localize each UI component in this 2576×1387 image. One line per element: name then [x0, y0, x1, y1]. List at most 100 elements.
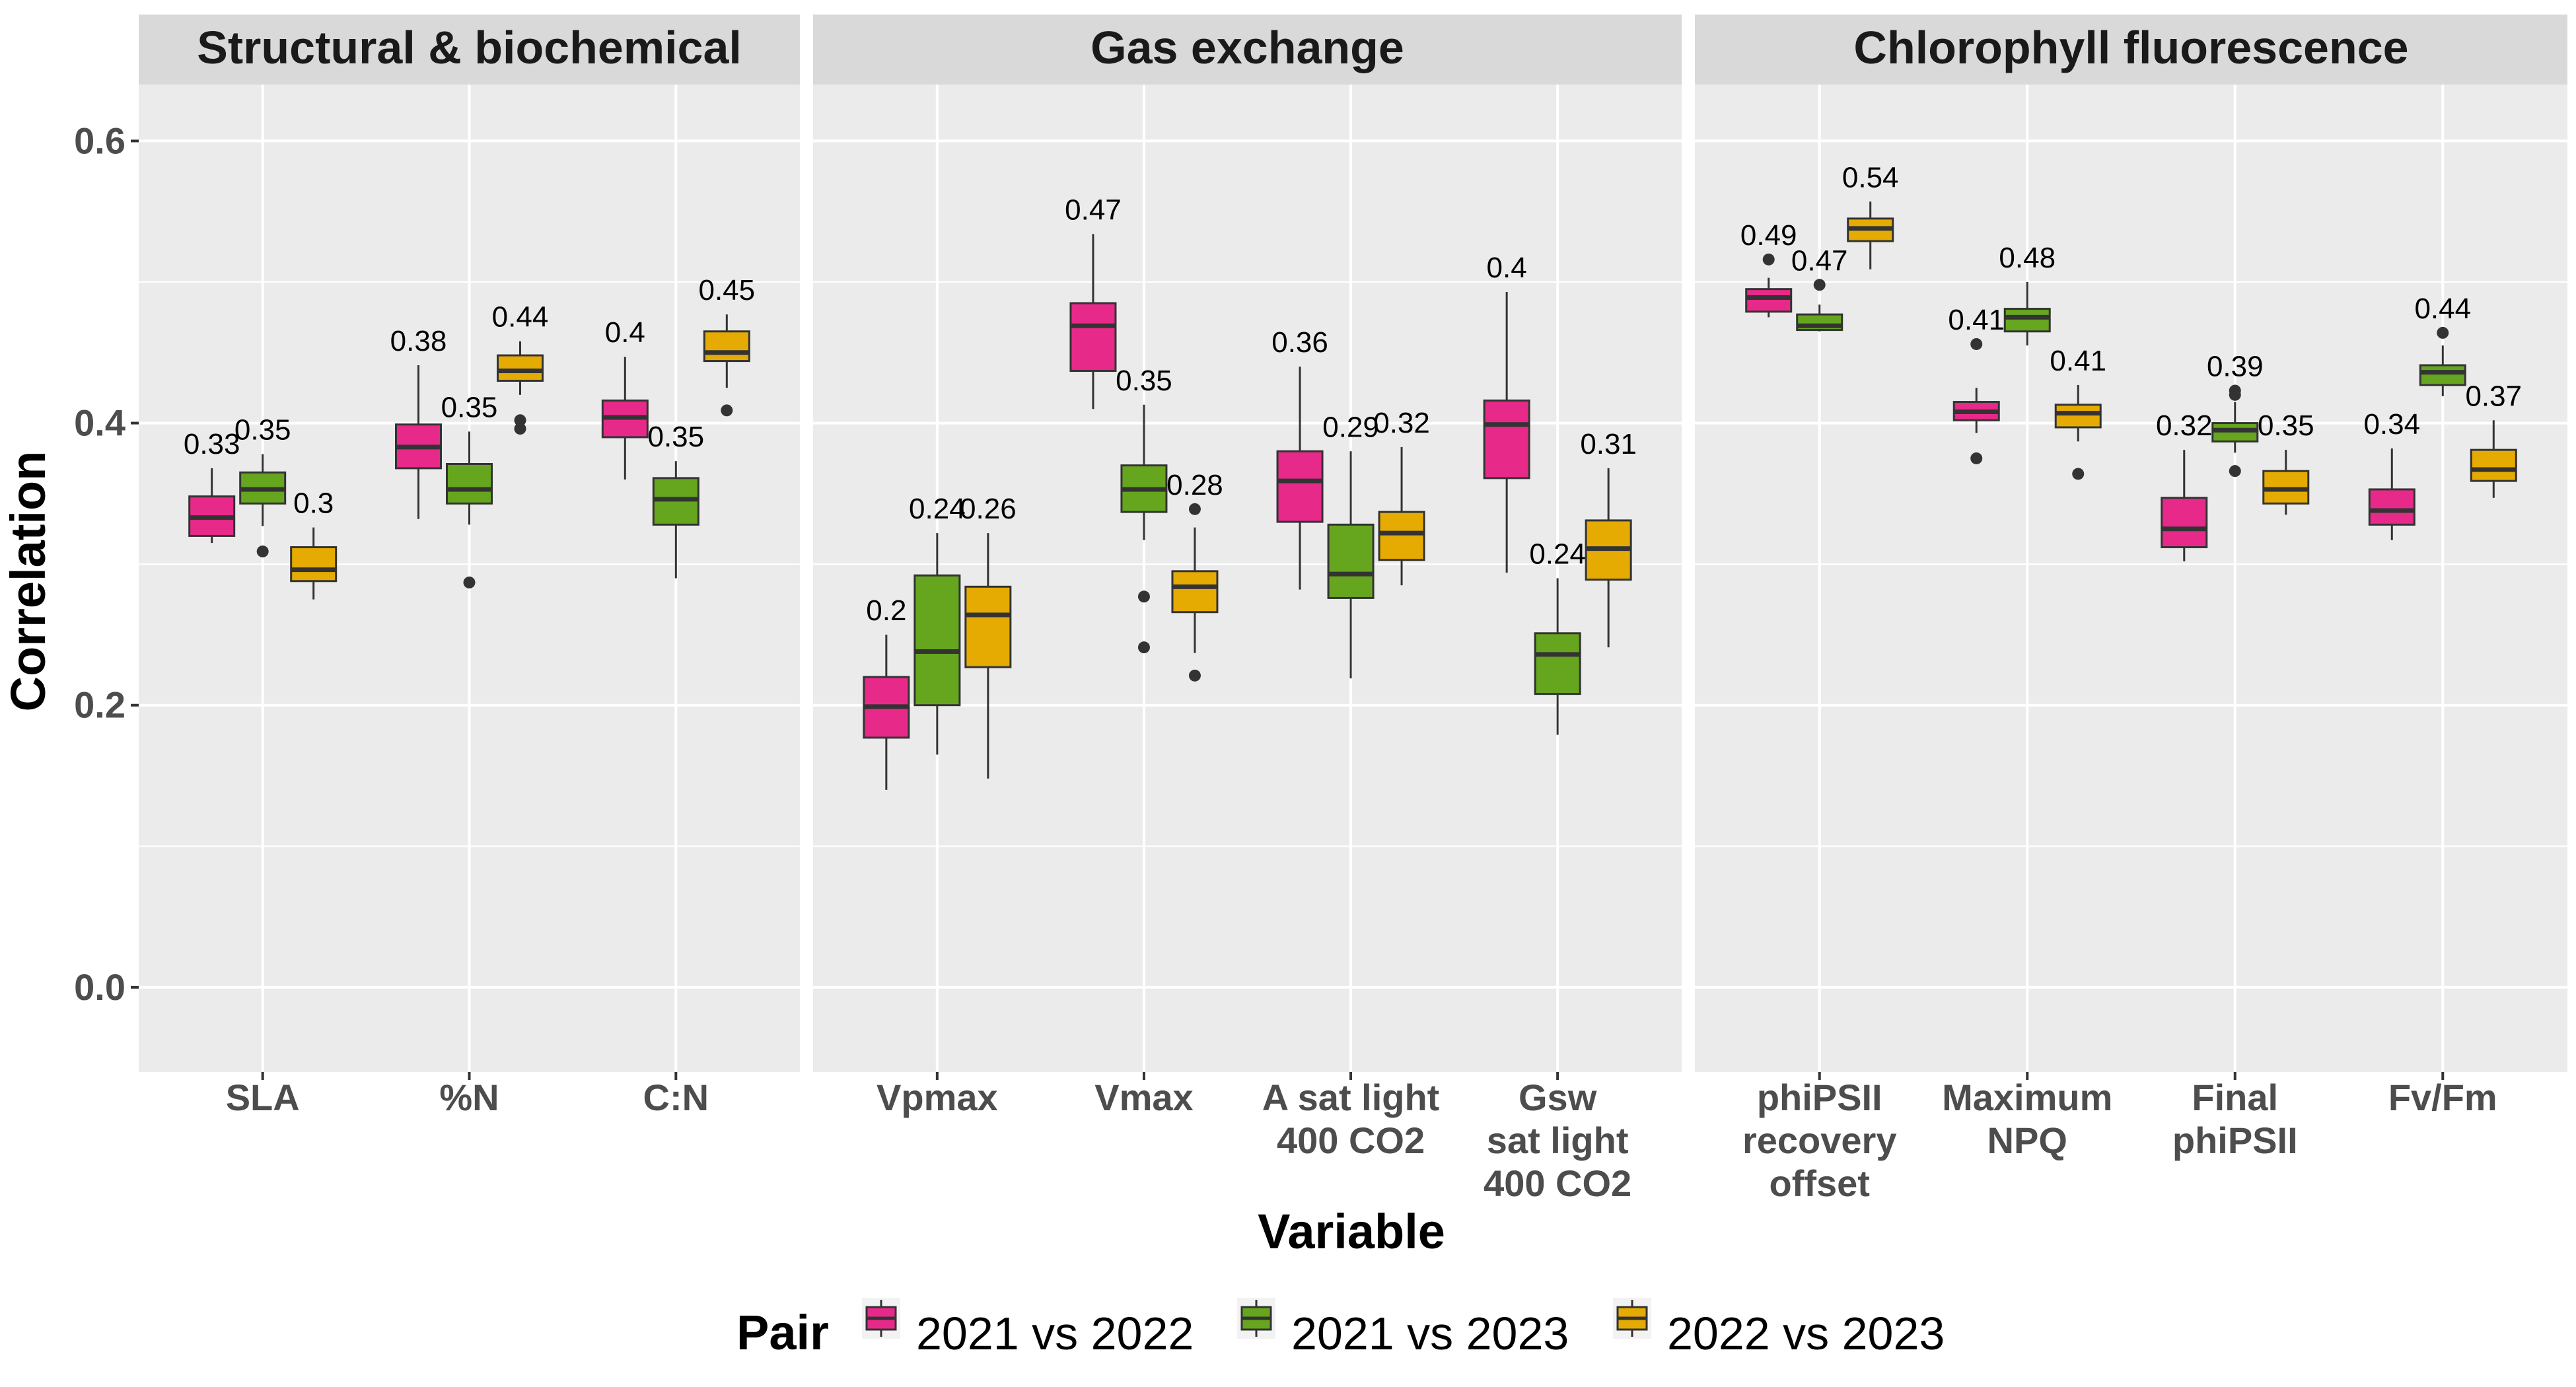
y-tick-label: 0.6 — [74, 120, 125, 161]
data-label: 0.41 — [2050, 345, 2106, 377]
data-label: 0.3 — [293, 487, 334, 520]
x-tick-label: NPQ — [1987, 1120, 2067, 1161]
data-label: 0.35 — [441, 391, 498, 423]
box-1: 0.36 — [1271, 326, 1328, 590]
box-3: 0.44 — [492, 301, 549, 435]
outlier-point — [2437, 326, 2449, 339]
box-body — [2368, 488, 2415, 526]
x-tick-label: 400 CO2 — [1277, 1120, 1425, 1161]
legend-entry: 2021 vs 2023 — [1237, 1298, 1569, 1359]
box-body — [1378, 511, 1425, 561]
data-label: 0.35 — [647, 421, 704, 453]
box-body — [497, 354, 544, 382]
box-1: 0.4 — [601, 316, 649, 480]
data-label: 0.39 — [2207, 350, 2264, 382]
data-label: 0.29 — [1322, 411, 1379, 443]
outlier-point — [2229, 388, 2241, 401]
y-tick-label: 0.4 — [74, 402, 125, 444]
box-body — [2161, 497, 2208, 549]
outlier-point — [1813, 279, 1826, 291]
box-3: 0.41 — [2050, 345, 2106, 480]
outlier-point — [463, 576, 476, 588]
data-label: 0.44 — [2414, 293, 2471, 325]
data-label: 0.41 — [1948, 304, 2005, 336]
legend-entry: 2021 vs 2022 — [862, 1298, 1194, 1359]
data-label: 0.32 — [2156, 409, 2213, 442]
data-label: 0.47 — [1065, 194, 1122, 226]
box-3: 0.54 — [1842, 161, 1899, 269]
box-body — [1069, 302, 1117, 373]
box-body — [703, 330, 750, 363]
x-axis-title: Variable — [1258, 1204, 1445, 1259]
box-2: 0.35 — [441, 391, 498, 588]
box-2: 0.48 — [1999, 242, 2056, 346]
box-body — [2470, 448, 2517, 482]
box-2: 0.29 — [1322, 411, 1379, 679]
outlier-point — [1188, 503, 1201, 515]
data-label: 0.32 — [1373, 407, 1430, 439]
data-label: 0.37 — [2465, 380, 2522, 412]
box-body — [1276, 450, 1324, 523]
box-2: 0.47 — [1791, 244, 1848, 332]
box-1: 0.2 — [863, 594, 910, 790]
outlier-point — [2229, 465, 2241, 478]
x-tick-label: 400 CO2 — [1484, 1162, 1631, 1204]
box-body — [1171, 570, 1219, 614]
outlier-point — [1970, 338, 1983, 350]
box-3: 0.32 — [1373, 407, 1430, 586]
outlier-point — [1137, 590, 1150, 603]
box-body — [2003, 308, 2051, 333]
data-label: 0.4 — [1487, 252, 1527, 284]
x-tick-label: phiPSII — [1757, 1077, 1882, 1118]
x-tick-label: %N — [439, 1077, 499, 1118]
box-1: 0.38 — [390, 325, 447, 519]
x-tick-label: SLA — [226, 1077, 300, 1118]
box-1: 0.33 — [184, 428, 240, 544]
x-tick-label: Final — [2192, 1077, 2278, 1118]
facet-title: Structural & biochemical — [197, 22, 742, 73]
facet-title: Chlorophyll fluorescence — [1853, 22, 2408, 73]
data-label: 0.38 — [390, 325, 447, 357]
data-label: 0.24 — [909, 493, 966, 525]
data-label: 0.35 — [234, 414, 291, 446]
legend-label: 2021 vs 2022 — [916, 1308, 1194, 1359]
legend-title: Pair — [736, 1305, 829, 1360]
facet-title: Gas exchange — [1091, 22, 1404, 73]
data-label: 0.54 — [1842, 161, 1899, 194]
data-label: 0.44 — [492, 301, 549, 334]
x-tick-label: Gsw — [1519, 1077, 1597, 1118]
data-label: 0.47 — [1791, 244, 1848, 277]
box-1: 0.47 — [1065, 194, 1122, 409]
x-tick-label: recovery — [1742, 1120, 1897, 1161]
x-tick-label: C:N — [643, 1077, 709, 1118]
data-label: 0.45 — [698, 274, 755, 306]
box-body — [1483, 399, 1530, 480]
facet-panel: Structural & biochemical0.330.350.3SLA0.… — [139, 15, 800, 1118]
data-label: 0.33 — [184, 428, 240, 460]
box-3: 0.3 — [290, 487, 338, 600]
y-tick-label: 0.0 — [74, 966, 125, 1008]
box-body — [1534, 632, 1581, 695]
data-label: 0.35 — [2258, 409, 2314, 442]
facet-strip — [813, 15, 1682, 85]
box-3: 0.31 — [1580, 428, 1637, 648]
legend-label: 2021 vs 2023 — [1291, 1308, 1569, 1359]
data-label: 0.28 — [1166, 469, 1223, 501]
outlier-point — [514, 414, 526, 427]
box-2: 0.35 — [647, 421, 704, 579]
outlier-point — [721, 404, 733, 417]
outlier-point — [1137, 641, 1150, 654]
box-2: 0.44 — [2414, 293, 2471, 396]
box-body — [1327, 523, 1375, 599]
data-label: 0.26 — [960, 493, 1017, 525]
box-3: 0.28 — [1166, 469, 1223, 682]
box-1: 0.32 — [2156, 409, 2213, 561]
data-label: 0.24 — [1529, 538, 1586, 571]
box-body — [1745, 288, 1793, 313]
box-body — [290, 546, 338, 583]
data-label: 0.4 — [605, 316, 645, 349]
panel-background — [1695, 85, 2567, 1072]
x-tick-label: offset — [1769, 1162, 1869, 1204]
x-tick-label: Vmax — [1094, 1077, 1193, 1118]
box-3: 0.35 — [2258, 409, 2314, 515]
